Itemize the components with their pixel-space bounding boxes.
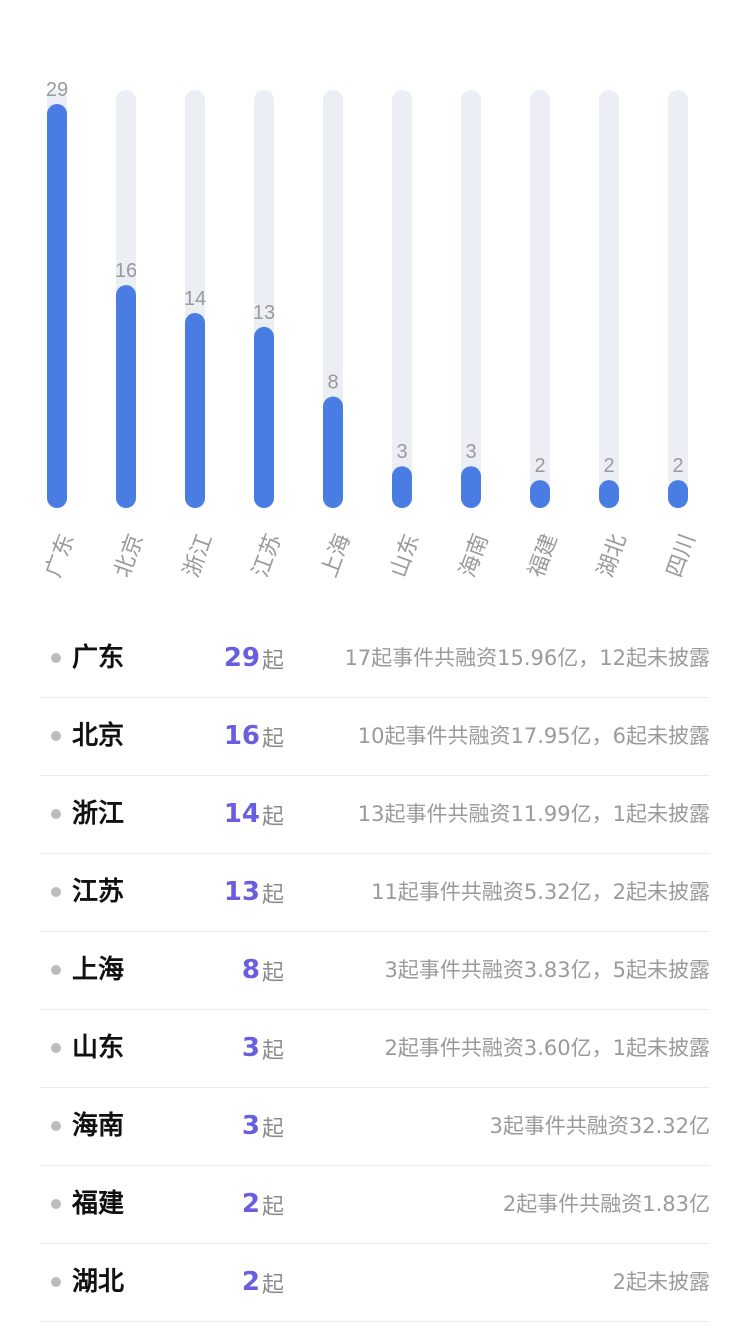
category-labels: 广东 北京 浙江 江苏 上海 山东 海南 福建 湖北 四川 bbox=[41, 531, 701, 581]
province-bar-chart: 29 16 14 13 8 3 3 2 2 2 广东 北京 浙江 江苏 上海 山东 海南 福建 湖北 四川 bbox=[41, 79, 701, 581]
category-label: 浙江 bbox=[179, 531, 218, 581]
bar-value-label: 2 bbox=[603, 455, 614, 477]
province-name: 北京 bbox=[72, 721, 125, 751]
bar-value-label: 8 bbox=[327, 372, 338, 394]
event-count: 3 bbox=[241, 1033, 260, 1063]
event-count: 29 bbox=[223, 643, 260, 673]
count-unit: 起 bbox=[262, 1273, 285, 1298]
count-unit: 起 bbox=[262, 1117, 285, 1142]
event-count: 2 bbox=[241, 1189, 260, 1219]
funding-description: 17起事件共融资15.96亿，12起未披露 bbox=[344, 646, 710, 670]
bar-value-label: 2 bbox=[534, 455, 545, 477]
funding-description: 2起未披露 bbox=[612, 1270, 710, 1294]
funding-description: 3起事件共融资3.83亿，5起未披露 bbox=[384, 958, 710, 982]
event-count: 8 bbox=[241, 955, 260, 985]
bar-value-label: 3 bbox=[396, 441, 407, 463]
category-label: 海南 bbox=[455, 531, 494, 581]
bar-track bbox=[461, 90, 481, 508]
list-item[interactable]: 广东 29 起 17起事件共融资15.96亿，12起未披露 bbox=[40, 620, 710, 698]
funding-description: 13起事件共融资11.99亿，1起未披露 bbox=[357, 802, 710, 826]
bar-track bbox=[599, 90, 619, 508]
list-item[interactable]: 海南 3 起 3起事件共融资32.32亿 bbox=[40, 1088, 710, 1166]
bar-value-label: 14 bbox=[184, 288, 206, 310]
bar-value-label: 29 bbox=[46, 79, 68, 101]
bar-track bbox=[530, 90, 550, 508]
event-count: 2 bbox=[241, 1267, 260, 1297]
province-name: 上海 bbox=[72, 955, 125, 985]
province-list: 广东 29 起 17起事件共融资15.96亿，12起未披露 北京 16 起 10… bbox=[40, 620, 710, 1322]
category-label: 四川 bbox=[662, 531, 701, 581]
list-item[interactable]: 湖北 2 起 2起未披露 bbox=[40, 1244, 710, 1322]
bullet-dot bbox=[51, 1121, 61, 1131]
bullet-dot bbox=[51, 809, 61, 819]
province-name: 海南 bbox=[72, 1111, 125, 1141]
bar-value-label: 2 bbox=[672, 455, 683, 477]
bars bbox=[47, 104, 688, 508]
province-name: 江苏 bbox=[72, 877, 125, 907]
bar[interactable] bbox=[47, 104, 67, 508]
province-name: 广东 bbox=[72, 643, 125, 673]
bar-value-label: 3 bbox=[465, 441, 476, 463]
province-name: 福建 bbox=[72, 1189, 125, 1219]
province-name: 湖北 bbox=[72, 1267, 125, 1297]
category-label: 北京 bbox=[110, 531, 149, 581]
category-label: 江苏 bbox=[248, 531, 287, 581]
bar[interactable] bbox=[185, 312, 205, 508]
category-label: 湖北 bbox=[593, 531, 632, 581]
count-unit: 起 bbox=[262, 883, 285, 908]
province-name: 浙江 bbox=[72, 799, 125, 829]
event-count: 14 bbox=[223, 799, 260, 829]
list-item[interactable]: 福建 2 起 2起事件共融资1.83亿 bbox=[40, 1166, 710, 1244]
list-item[interactable]: 上海 8 起 3起事件共融资3.83亿，5起未披露 bbox=[40, 932, 710, 1010]
funding-description: 11起事件共融资5.32亿，2起未披露 bbox=[371, 880, 710, 904]
count-unit: 起 bbox=[262, 727, 285, 752]
event-count: 13 bbox=[223, 877, 260, 907]
funding-description: 2起事件共融资1.83亿 bbox=[502, 1192, 710, 1216]
funding-description: 3起事件共融资32.32亿 bbox=[489, 1114, 710, 1138]
bar-track bbox=[668, 90, 688, 508]
count-unit: 起 bbox=[262, 649, 285, 674]
bar-track bbox=[392, 90, 412, 508]
bullet-dot bbox=[51, 1199, 61, 1209]
count-unit: 起 bbox=[262, 1039, 285, 1064]
province-name: 山东 bbox=[72, 1033, 125, 1063]
count-unit: 起 bbox=[262, 1195, 285, 1220]
category-label: 广东 bbox=[41, 531, 80, 581]
bullet-dot bbox=[51, 965, 61, 975]
bar-value-label: 16 bbox=[115, 260, 137, 282]
bar-value-label: 13 bbox=[253, 302, 275, 324]
bar[interactable] bbox=[116, 285, 136, 508]
count-unit: 起 bbox=[262, 805, 285, 830]
list-item[interactable]: 浙江 14 起 13起事件共融资11.99亿，1起未披露 bbox=[40, 776, 710, 854]
funding-description: 10起事件共融资17.95亿，6起未披露 bbox=[357, 724, 710, 748]
bar[interactable] bbox=[599, 480, 619, 508]
bullet-dot bbox=[51, 653, 61, 663]
event-count: 3 bbox=[241, 1111, 260, 1141]
list-item[interactable]: 北京 16 起 10起事件共融资17.95亿，6起未披露 bbox=[40, 698, 710, 776]
event-count: 16 bbox=[223, 721, 260, 751]
value-labels: 29 16 14 13 8 3 3 2 2 2 bbox=[46, 79, 684, 477]
bar[interactable] bbox=[461, 466, 481, 508]
category-label: 上海 bbox=[317, 531, 356, 581]
count-unit: 起 bbox=[262, 961, 285, 986]
bar-tracks bbox=[47, 90, 688, 508]
bullet-dot bbox=[51, 887, 61, 897]
category-label: 福建 bbox=[524, 531, 563, 581]
bullet-dot bbox=[51, 1277, 61, 1287]
bar[interactable] bbox=[530, 480, 550, 508]
bar[interactable] bbox=[392, 466, 412, 508]
funding-description: 2起事件共融资3.60亿，1起未披露 bbox=[384, 1036, 710, 1060]
category-label: 山东 bbox=[386, 531, 425, 581]
list-item[interactable]: 江苏 13 起 11起事件共融资5.32亿，2起未披露 bbox=[40, 854, 710, 932]
bullet-dot bbox=[51, 1043, 61, 1053]
bullet-dot bbox=[51, 731, 61, 741]
bar[interactable] bbox=[668, 480, 688, 508]
bar[interactable] bbox=[254, 326, 274, 508]
bar[interactable] bbox=[323, 396, 343, 508]
list-item[interactable]: 山东 3 起 2起事件共融资3.60亿，1起未披露 bbox=[40, 1010, 710, 1088]
